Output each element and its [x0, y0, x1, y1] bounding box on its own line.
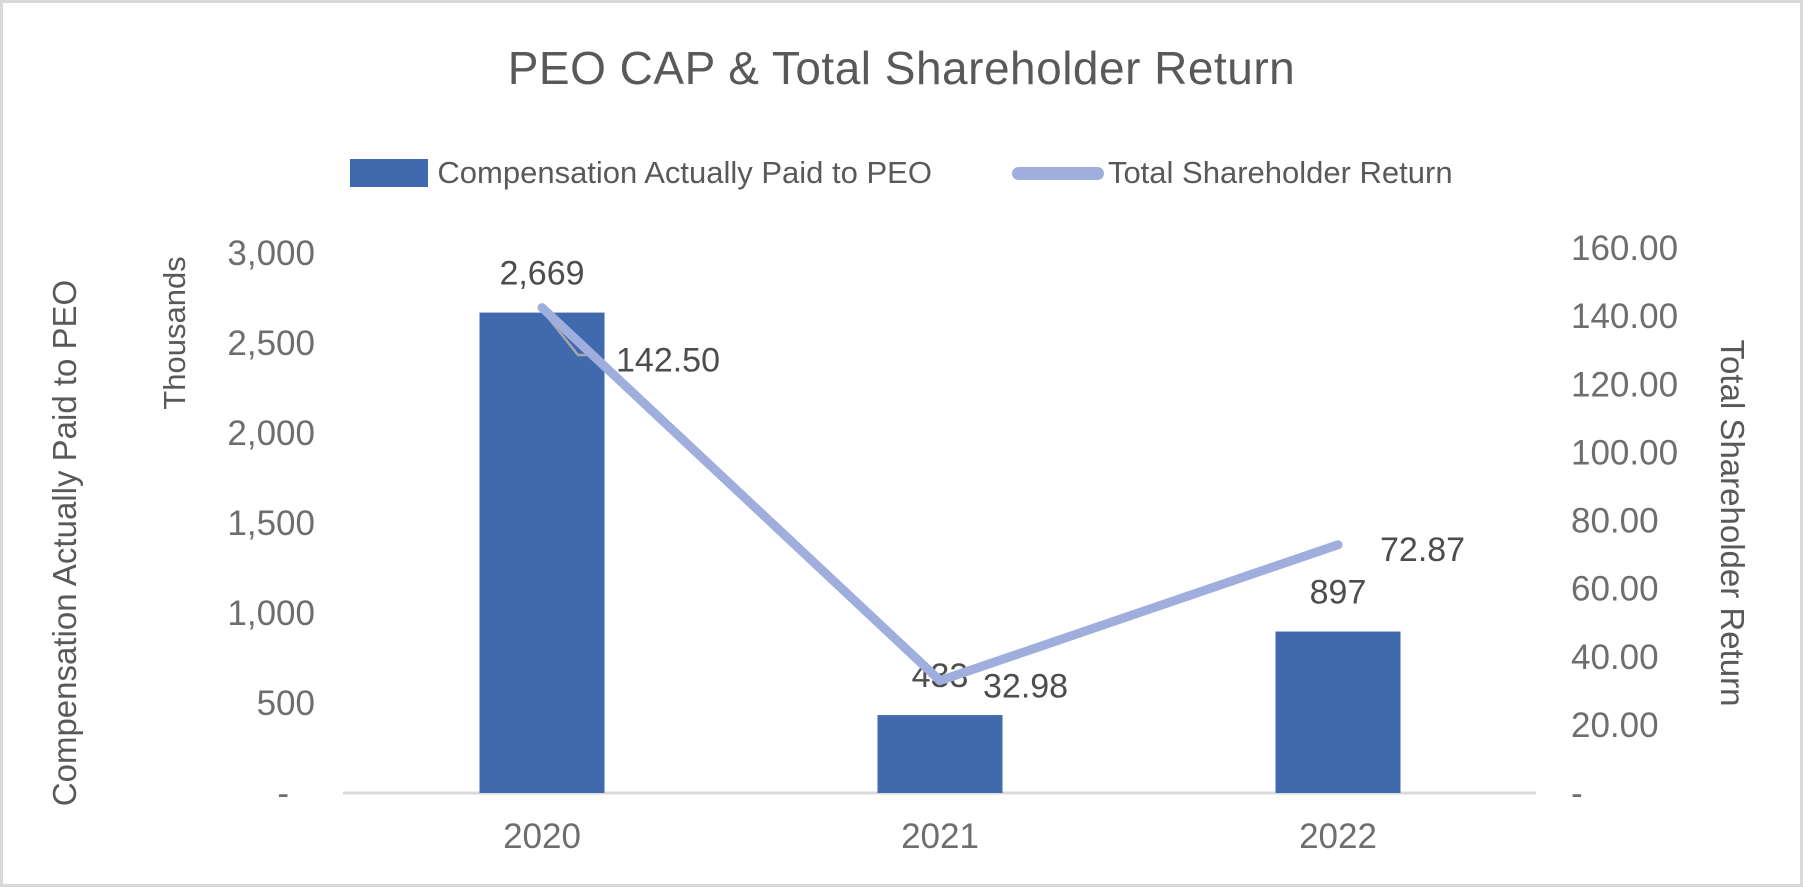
left-axis-tick-2,500: 2,500 [227, 324, 315, 363]
bar-label-2020: 2,669 [499, 255, 584, 293]
right-axis-tick-160.00: 160.00 [1571, 229, 1678, 268]
right-axis-tick-120.00: 120.00 [1571, 365, 1678, 404]
left-axis-tick-1,000: 1,000 [227, 594, 315, 633]
left-axis-tick--: - [277, 774, 289, 813]
bar-2022 [1275, 631, 1401, 793]
bar-label-2022: 897 [1310, 574, 1367, 612]
left-axis-tick-2,000: 2,000 [227, 414, 315, 453]
left-axis-tick-1,500: 1,500 [227, 504, 315, 543]
legend: Compensation Actually Paid to PEO Total … [3, 151, 1800, 195]
line-label-2022: 72.87 [1380, 531, 1465, 569]
right-axis-tick-80.00: 80.00 [1571, 502, 1659, 541]
right-axis-tick-60.00: 60.00 [1571, 570, 1659, 609]
chart-title: PEO CAP & Total Shareholder Return [507, 42, 1296, 94]
tsr-line [537, 303, 1343, 686]
right-axis-tick-20.00: 20.00 [1571, 706, 1659, 745]
legend-item-bar-series[interactable]: Compensation Actually Paid to PEO [350, 155, 932, 191]
right-axis-tick-40.00: 40.00 [1571, 638, 1659, 677]
legend-item-line-series[interactable]: Total Shareholder Return [1011, 155, 1453, 191]
x-axis-label-2021: 2021 [901, 817, 979, 856]
bar-2021 [877, 715, 1003, 793]
line-series-swatch-icon [1011, 166, 1104, 180]
plot-area: 3,000 2,500 2,000 1,500 1,000 500 - 160.00 140.0… [227, 229, 1678, 856]
line-label-2020: 142.50 [616, 342, 720, 380]
legend-label-bar-series: Compensation Actually Paid to PEO [437, 155, 932, 190]
bar-2020 [479, 312, 605, 793]
x-axis-label-2020: 2020 [503, 817, 581, 856]
right-axis-tick-140.00: 140.00 [1571, 297, 1678, 336]
x-axis-label-2022: 2022 [1299, 817, 1377, 856]
right-axis-tick-100.00: 100.00 [1571, 433, 1678, 472]
legend-label-line-series: Total Shareholder Return [1107, 155, 1453, 190]
left-axis-tick-500: 500 [257, 684, 315, 723]
left-axis-tick-3,000: 3,000 [227, 234, 315, 273]
line-label-2021: 32.98 [983, 668, 1068, 706]
bar-series-swatch-icon [350, 159, 429, 187]
right-axis-tick--: - [1571, 774, 1583, 813]
